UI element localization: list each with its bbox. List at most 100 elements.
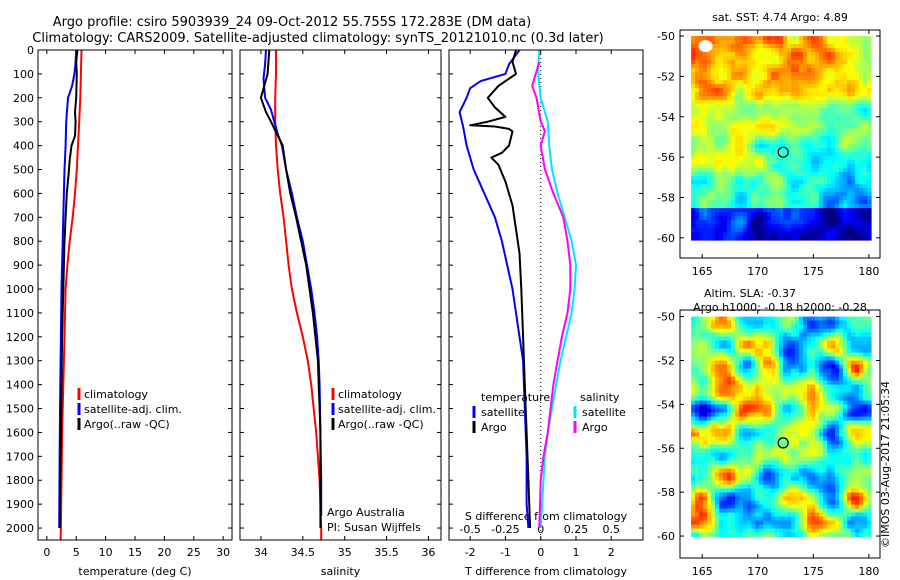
heatmap-cell: [763, 348, 768, 354]
heatmap-cell: [711, 436, 716, 442]
heatmap-cell: [763, 208, 768, 213]
heatmap-cell: [815, 316, 820, 322]
heatmap-cell: [763, 460, 768, 466]
heatmap-cell: [867, 196, 872, 201]
heatmap-cell: [847, 436, 852, 442]
heatmap-cell: [839, 448, 844, 454]
ytick-label: 500: [13, 164, 34, 177]
heatmap-cell: [791, 524, 796, 530]
heatmap-cell: [723, 196, 728, 201]
heatmap-cell: [767, 40, 772, 45]
heatmap-cell: [775, 440, 780, 446]
heatmap-cell: [751, 92, 756, 97]
heatmap-cell: [731, 208, 736, 213]
heatmap-cell: [795, 84, 800, 89]
heatmap-cell: [803, 60, 808, 65]
heatmap-cell: [727, 440, 732, 446]
heatmap-cell: [755, 484, 760, 490]
heatmap-cell: [707, 152, 712, 157]
heatmap-cell: [699, 92, 704, 97]
heatmap-cell: [835, 376, 840, 382]
heatmap-cell: [731, 324, 736, 330]
heatmap-cell: [863, 432, 868, 438]
heatmap-cell: [739, 464, 744, 470]
heatmap-cell: [699, 480, 704, 486]
heatmap-cell: [711, 124, 716, 129]
heatmap-cell: [739, 76, 744, 81]
heatmap-cell: [763, 168, 768, 173]
heatmap-cell: [767, 396, 772, 402]
heatmap-cell: [751, 424, 756, 430]
heatmap-cell: [823, 84, 828, 89]
heatmap-cell: [731, 408, 736, 414]
heatmap-cell: [823, 508, 828, 514]
heatmap-cell: [743, 180, 748, 185]
heatmap-cell: [731, 180, 736, 185]
heatmap-cell: [719, 224, 724, 229]
heatmap-cell: [699, 524, 704, 530]
heatmap-cell: [859, 440, 864, 446]
heatmap-cell: [815, 380, 820, 386]
heatmap-cell: [795, 372, 800, 378]
heatmap-cell: [739, 512, 744, 518]
heatmap-cell: [723, 320, 728, 326]
heatmap-cell: [827, 116, 832, 121]
heatmap-cell: [779, 92, 784, 97]
heatmap-cell: [775, 108, 780, 113]
heatmap-cell: [791, 104, 796, 109]
heatmap-cell: [699, 88, 704, 93]
heatmap-cell: [739, 168, 744, 173]
heatmap-cell: [751, 76, 756, 81]
heatmap-cell: [859, 152, 864, 157]
heatmap-cell: [755, 440, 760, 446]
heatmap-cell: [823, 68, 828, 73]
heatmap-cell: [715, 76, 720, 81]
heatmap-cell: [791, 228, 796, 233]
heatmap-cell: [847, 180, 852, 185]
heatmap-cell: [767, 324, 772, 330]
heatmap-cell: [723, 184, 728, 189]
heatmap-cells: [691, 36, 872, 241]
heatmap-cell: [807, 528, 812, 534]
heatmap-cell: [699, 132, 704, 137]
heatmap-cell: [783, 104, 788, 109]
heatmap-cell: [759, 200, 764, 205]
heatmap-cell: [775, 492, 780, 498]
heatmap-cell: [831, 160, 836, 165]
heatmap-cell: [727, 400, 732, 406]
heatmap-cell: [715, 68, 720, 73]
heatmap-cell: [783, 188, 788, 193]
heatmap-cell: [779, 364, 784, 370]
heatmap-cell: [811, 444, 816, 450]
heatmap-cell: [695, 52, 700, 57]
heatmap-cell: [831, 52, 836, 57]
heatmap-cell: [823, 372, 828, 378]
heatmap-cell: [731, 192, 736, 197]
heatmap-cell: [851, 88, 856, 93]
heatmap-cell: [775, 528, 780, 534]
heatmap-cell: [807, 108, 812, 113]
heatmap-cell: [739, 416, 744, 422]
heatmap-cell: [831, 60, 836, 65]
heatmap-cell: [691, 36, 696, 41]
heatmap-cell: [739, 496, 744, 502]
heatmap-cell: [711, 396, 716, 402]
heatmap-cell: [831, 236, 836, 241]
heatmap-cell: [835, 464, 840, 470]
heatmap-cell: [835, 72, 840, 77]
heatmap-cell: [863, 96, 868, 101]
heatmap-cell: [851, 212, 856, 217]
heatmap-cell: [775, 396, 780, 402]
heatmap-cell: [795, 500, 800, 506]
heatmap-cell: [843, 328, 848, 334]
heatmap-cell: [739, 160, 744, 165]
heatmap-cell: [799, 316, 804, 322]
heatmap-cell: [727, 172, 732, 177]
heatmap-cell: [775, 328, 780, 334]
heatmap-cell: [739, 220, 744, 225]
heatmap-cell: [759, 448, 764, 454]
heatmap-cell: [691, 108, 696, 113]
heatmap-cell: [755, 172, 760, 177]
heatmap-cell: [807, 36, 812, 41]
heatmap-cell: [795, 200, 800, 205]
